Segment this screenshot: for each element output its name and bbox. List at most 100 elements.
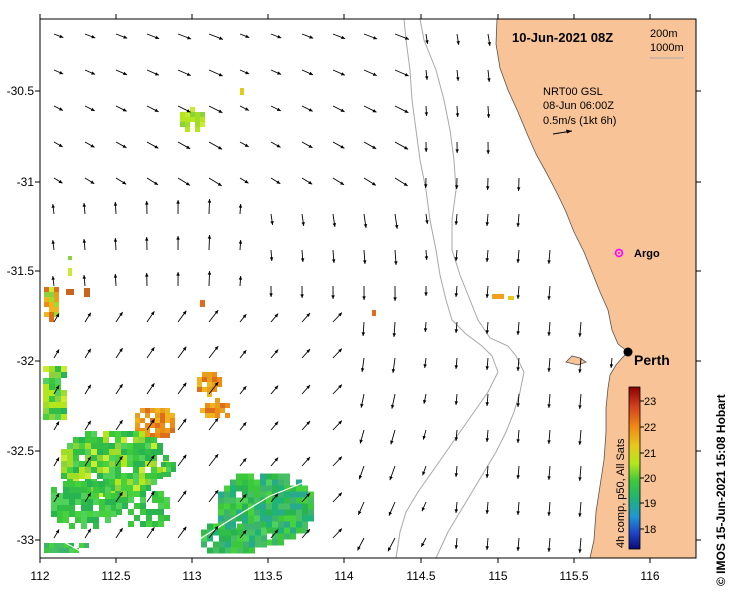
- sst-pixel: [55, 378, 61, 384]
- sst-pixel: [372, 310, 376, 316]
- sst-pixel: [109, 455, 115, 461]
- sst-pixel: [302, 485, 308, 492]
- sst-pixel: [73, 467, 79, 473]
- current-arrowhead: [456, 41, 460, 45]
- current-arrowhead: [207, 271, 212, 275]
- sst-pixel: [105, 499, 111, 505]
- sst-pixel: [145, 443, 151, 449]
- current-arrowhead: [122, 108, 127, 112]
- current-arrowhead: [454, 257, 459, 261]
- sst-pixel: [195, 117, 200, 122]
- sst-pixel: [207, 535, 213, 542]
- sst-pixel: [236, 485, 242, 492]
- sst-pixel: [97, 467, 103, 473]
- sst-pixel: [212, 377, 217, 382]
- sst-pixel: [161, 472, 166, 477]
- current-arrowhead: [306, 421, 310, 425]
- sst-pixel: [61, 372, 67, 378]
- sst-pixel: [61, 461, 67, 467]
- current-arrowhead: [242, 530, 247, 535]
- current-arrowhead: [308, 180, 313, 185]
- sst-pixel: [225, 523, 231, 530]
- current-arrowhead: [485, 222, 489, 226]
- sst-pixel: [91, 437, 97, 443]
- current-arrowhead: [150, 383, 155, 388]
- sst-pixel: [49, 408, 55, 414]
- sst-pixel: [73, 443, 79, 449]
- sst-pixel: [236, 497, 242, 504]
- current-arrowhead: [547, 512, 551, 516]
- sst-pixel: [248, 479, 254, 486]
- current-arrowhead: [242, 422, 247, 427]
- sst-pixel: [91, 449, 97, 455]
- colorbar-tick-label: 22: [644, 422, 656, 434]
- current-arrowhead: [218, 73, 223, 77]
- sst-pixel: [284, 527, 290, 534]
- sst-pixel: [170, 423, 175, 428]
- sst-pixel: [308, 497, 314, 504]
- sst-pixel: [115, 473, 121, 479]
- sst-pixel: [302, 527, 308, 534]
- x-tick-label: 116: [640, 569, 659, 583]
- sst-pixel: [254, 479, 260, 486]
- current-arrowhead: [516, 403, 520, 407]
- sst-pixel: [73, 449, 79, 455]
- sst-pixel: [85, 461, 91, 467]
- sst-pixel: [109, 479, 115, 485]
- current-arrowhead: [425, 40, 429, 44]
- sst-pixel: [158, 515, 164, 521]
- sst-pixel: [93, 499, 99, 505]
- current-arrowhead: [372, 72, 377, 76]
- sst-pixel: [69, 511, 75, 517]
- sst-pixel: [145, 408, 150, 413]
- sst-pixel: [254, 491, 260, 498]
- sst-pixel: [152, 497, 158, 503]
- sst-pixel: [116, 497, 122, 503]
- x-tick-label: 115: [488, 569, 507, 583]
- current-arrowhead: [394, 225, 399, 229]
- current-arrowhead: [338, 348, 342, 353]
- x-tick-label: 114: [334, 569, 353, 583]
- sst-pixel: [237, 547, 243, 554]
- sst-pixel: [290, 491, 296, 498]
- sst-pixel: [139, 437, 145, 443]
- sst-pixel: [236, 515, 242, 522]
- current-scale-label: 0.5m/s (1kt 6h): [543, 115, 616, 127]
- current-arrowhead: [300, 258, 305, 262]
- current-arrowhead: [244, 179, 249, 184]
- current-date-label: 08-Jun 06:00Z: [543, 100, 614, 112]
- sst-pixel: [75, 493, 81, 499]
- sst-pixel: [111, 493, 117, 499]
- sst-pixel: [54, 548, 59, 553]
- current-arrowhead: [270, 221, 274, 225]
- sst-pixel: [146, 521, 152, 527]
- current-arrowhead: [547, 548, 551, 552]
- current-arrowhead: [516, 547, 520, 551]
- current-arrowhead: [421, 542, 425, 547]
- sst-pixel: [87, 505, 93, 511]
- current-arrowhead: [214, 346, 219, 350]
- sst-pixel: [145, 433, 150, 438]
- plot-frame: [39, 18, 697, 559]
- sst-pixel: [85, 449, 91, 455]
- sst-pixel: [266, 521, 272, 528]
- current-arrowhead: [276, 144, 281, 148]
- sst-pixel: [195, 112, 200, 117]
- current-arrowhead: [404, 73, 409, 77]
- current-arrowhead: [214, 454, 219, 458]
- sst-pixel: [248, 515, 254, 522]
- current-arrowhead: [371, 182, 376, 186]
- sst-pixel: [212, 387, 217, 392]
- sst-pixel: [121, 443, 127, 449]
- current-arrowhead: [308, 144, 313, 148]
- current-arrowhead: [186, 72, 191, 76]
- sst-pixel: [139, 431, 145, 437]
- sst-pixel: [140, 418, 145, 423]
- sst-pixel: [230, 497, 236, 504]
- sst-pixel: [165, 413, 170, 418]
- date-label: 10-Jun-2021 08Z: [512, 30, 613, 45]
- sst-pixel: [67, 461, 73, 467]
- current-source-label: NRT00 GSL: [543, 86, 603, 98]
- current-arrowhead: [388, 511, 392, 516]
- sst-pixel: [155, 418, 160, 423]
